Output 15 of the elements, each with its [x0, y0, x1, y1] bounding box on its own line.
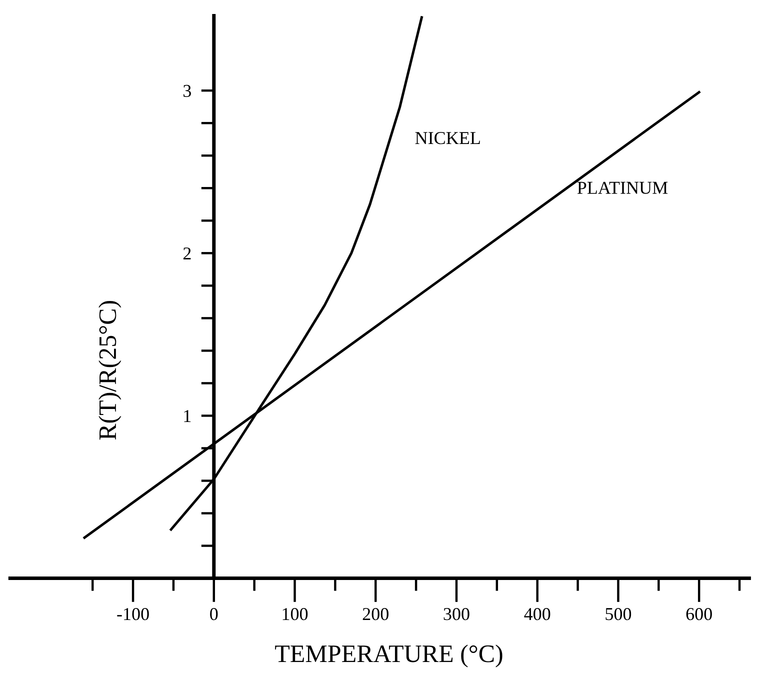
x-tick-label: 600: [686, 608, 712, 620]
x-tick-label: 0: [210, 608, 218, 620]
y-axis-title: R(T)/R(25°C): [98, 300, 122, 440]
x-tick-label: 200: [362, 608, 388, 620]
x-tick-label: 100: [282, 608, 308, 620]
x-tick-label: 400: [524, 608, 550, 620]
y-tick-label: 1: [184, 410, 191, 422]
series-label: NICKEL: [415, 132, 480, 144]
y-tick-label: 3: [184, 84, 191, 98]
x-axis-title: TEMPERATURE (°C): [275, 644, 502, 668]
series-label: PLATINUM: [577, 182, 668, 194]
x-tick-label: 300: [444, 608, 470, 620]
x-tick-label: -100: [117, 608, 149, 620]
x-tick-label: 500: [606, 608, 632, 620]
y-tick-label: 2: [183, 247, 191, 260]
